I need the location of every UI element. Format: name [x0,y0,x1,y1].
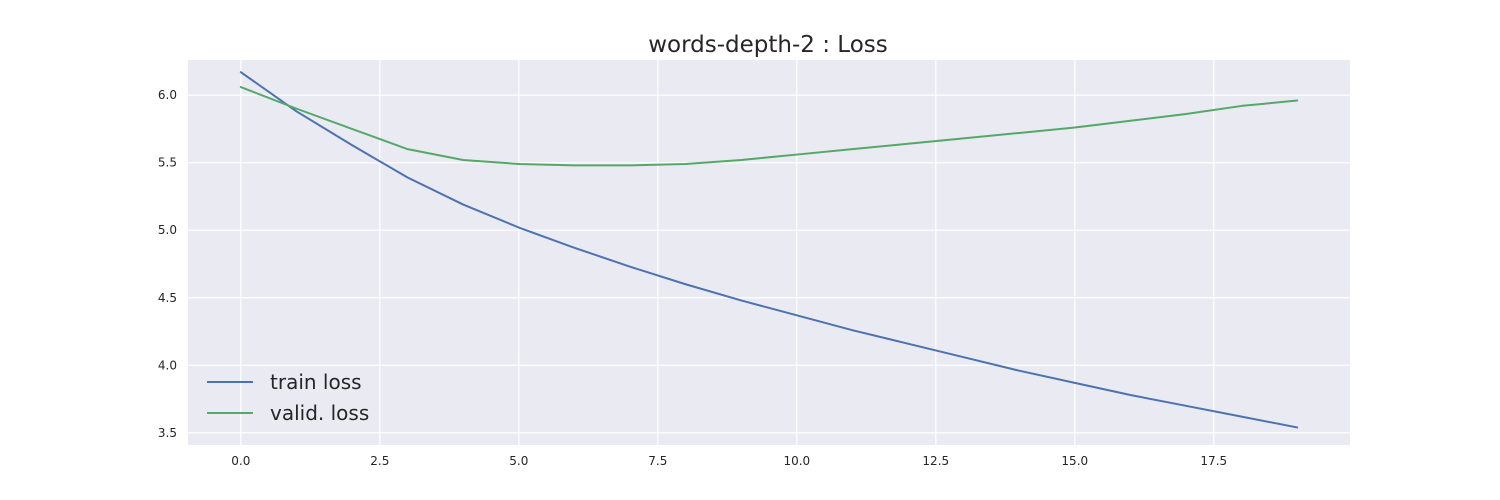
series-line-valid-loss [239,86,1299,167]
legend-label: valid. loss [270,401,369,425]
x-tick-label: 17.5 [1200,454,1227,468]
series-lines [239,71,1299,429]
y-tick-label: 4.5 [158,291,177,305]
x-tick-label: 0.0 [231,454,250,468]
x-tick-label: 7.5 [648,454,667,468]
y-tick-label: 4.0 [158,358,177,372]
legend-item: valid. loss [207,401,369,425]
y-tick-label: 5.5 [158,156,177,170]
legend-label: train loss [270,370,362,394]
y-tick-label: 6.0 [158,88,177,102]
legend-item: train loss [207,370,362,394]
x-axis-ticks: 0.0 2.5 5.0 7.5 10.0 12.5 15.0 17.5 [231,454,1227,468]
y-tick-label: 3.5 [158,426,177,440]
grid-lines [188,60,1350,445]
x-tick-label: 2.5 [370,454,389,468]
legend: train loss valid. loss [207,370,369,425]
x-tick-label: 15.0 [1061,454,1088,468]
y-tick-label: 5.0 [158,223,177,237]
series-line-train-loss [239,71,1299,429]
x-tick-label: 12.5 [922,454,949,468]
chart-title: words-depth-2 : Loss [648,32,888,58]
x-tick-label: 10.0 [783,454,810,468]
plot-area [188,60,1350,445]
y-axis-ticks: 3.5 4.0 4.5 5.0 5.5 6.0 [158,88,177,440]
x-tick-label: 5.0 [509,454,528,468]
